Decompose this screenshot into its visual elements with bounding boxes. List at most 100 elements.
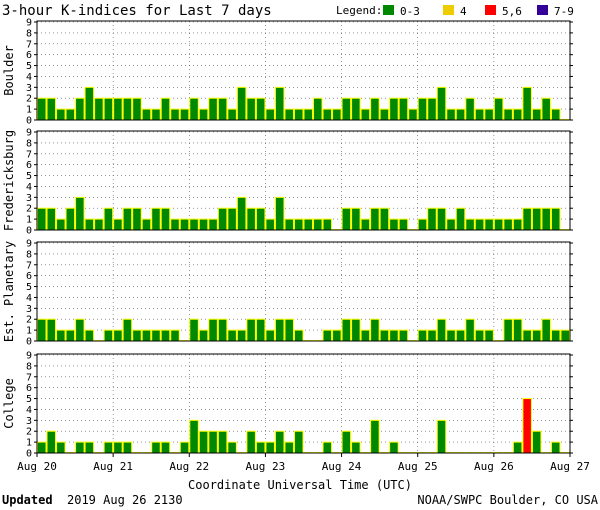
y-tick-label: 8 [26, 28, 32, 39]
y-tick-label: 7 [26, 149, 32, 160]
bar [208, 318, 218, 342]
bar [151, 108, 161, 121]
bar [46, 430, 57, 454]
bar [160, 441, 171, 454]
bar [389, 441, 399, 454]
bar [198, 108, 209, 121]
legend-item-label: 7-9 [554, 5, 574, 18]
y-tick-label: 6 [26, 383, 32, 394]
bar [303, 218, 314, 231]
x-axis-label: Coordinate Universal Time (UTC) [188, 478, 412, 492]
bar [189, 318, 199, 342]
y-tick-label: 1 [26, 438, 32, 449]
bar [503, 318, 513, 342]
y-tick-label: 9 [26, 18, 32, 29]
legend-item-label: 0-3 [400, 5, 420, 18]
bar [151, 441, 161, 454]
bar [370, 318, 380, 342]
bar [293, 108, 304, 121]
bar [455, 108, 466, 121]
panel-frame [36, 130, 571, 231]
bar [512, 441, 523, 454]
bar [75, 441, 85, 454]
y-tick-label: 0 [26, 449, 32, 460]
bar [170, 108, 180, 121]
bar [236, 86, 247, 121]
y-tick-label: 7 [26, 39, 32, 50]
bar [436, 318, 447, 342]
bar [493, 97, 504, 121]
bar [322, 441, 333, 454]
bar [531, 108, 542, 121]
legend-swatch [485, 5, 496, 15]
x-tick-label: Aug 24 [322, 460, 362, 473]
bar [322, 108, 333, 121]
source-credit: NOAA/SWPC Boulder, CO USA [417, 493, 598, 507]
bar [360, 329, 371, 342]
x-tick-label: Aug 27 [550, 460, 590, 473]
y-tick-label: 8 [26, 361, 32, 372]
bar [113, 218, 123, 231]
bar [398, 329, 409, 342]
bar [274, 430, 285, 454]
bar [255, 318, 266, 342]
bar [560, 329, 570, 342]
bar [455, 329, 466, 342]
bar [56, 218, 66, 231]
y-tick-label: 2 [26, 204, 32, 215]
bar [46, 318, 57, 342]
y-tick-label: 5 [26, 171, 32, 182]
bar [436, 207, 447, 231]
bar [132, 97, 142, 121]
bar [94, 97, 104, 121]
bar [208, 97, 218, 121]
legend-swatch [537, 5, 548, 15]
bar [132, 207, 142, 231]
bar [84, 218, 95, 231]
bar [474, 218, 485, 231]
bar [189, 419, 199, 454]
bar [151, 207, 161, 231]
bar [217, 207, 228, 231]
y-tick-label: 3 [26, 416, 32, 427]
panel-frame [36, 241, 571, 342]
bar [465, 97, 475, 121]
x-tick-label: Aug 26 [474, 460, 514, 473]
panel-frame [36, 20, 571, 121]
y-tick-label: 1 [26, 326, 32, 337]
bar [446, 108, 456, 121]
bar [484, 218, 494, 231]
bar [417, 218, 428, 231]
bar [179, 441, 190, 454]
bar [265, 218, 275, 231]
bar [103, 97, 114, 121]
bar [170, 329, 180, 342]
bar [417, 97, 428, 121]
x-tick-label: Aug 20 [17, 460, 57, 473]
y-tick-label: 9 [26, 351, 32, 362]
bar [227, 207, 237, 231]
bar [227, 108, 237, 121]
bar [531, 329, 542, 342]
bar [389, 329, 399, 342]
y-tick-label: 2 [26, 315, 32, 326]
bar [56, 329, 66, 342]
bar [122, 207, 133, 231]
bar [103, 441, 114, 454]
bar [446, 218, 456, 231]
bar [436, 419, 447, 454]
bar [122, 318, 133, 342]
bar [160, 97, 171, 121]
bar [189, 218, 199, 231]
y-tick-label: 1 [26, 215, 32, 226]
bar [303, 108, 314, 121]
y-tick-label: 4 [26, 72, 32, 83]
bar [522, 329, 532, 342]
bar [550, 207, 561, 231]
bar [141, 218, 152, 231]
bar [474, 108, 485, 121]
bar [284, 108, 294, 121]
bar [522, 207, 532, 231]
bar [389, 97, 399, 121]
